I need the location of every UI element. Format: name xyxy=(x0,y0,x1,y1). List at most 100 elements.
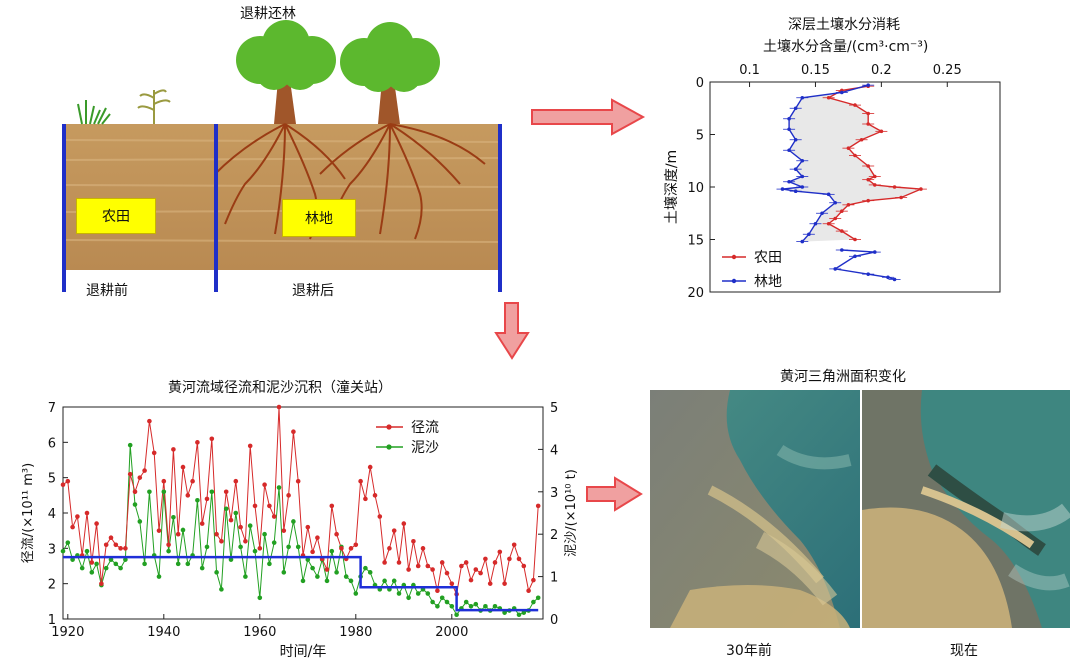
sediment-point xyxy=(406,595,411,601)
legend-marker xyxy=(731,278,737,284)
data-point xyxy=(826,95,831,100)
sediment-point xyxy=(382,578,387,584)
sediment-point xyxy=(535,595,541,601)
y2-axis-label: 泥沙/(×10¹⁰ t) xyxy=(564,469,579,557)
data-point xyxy=(899,195,903,200)
data-point xyxy=(892,185,897,189)
runoff-point xyxy=(420,546,426,551)
sediment-point xyxy=(60,548,66,554)
sediment-point xyxy=(521,610,527,615)
sediment-point xyxy=(108,557,114,562)
runoff-point xyxy=(151,450,157,456)
runoff-point xyxy=(444,570,450,576)
runoff-point xyxy=(99,581,104,586)
sediment-point xyxy=(267,561,272,567)
data-point xyxy=(787,127,791,132)
y-tick-label: 4 xyxy=(48,507,56,522)
sediment-point xyxy=(113,561,119,567)
roots xyxy=(214,123,486,240)
data-point xyxy=(800,158,805,163)
legend-marker xyxy=(386,424,392,430)
y-tick-label: 3 xyxy=(48,542,56,557)
data-point xyxy=(840,90,844,95)
y2-tick-label: 5 xyxy=(550,401,558,416)
runoff-point xyxy=(411,538,416,544)
data-point xyxy=(859,137,864,142)
sediment-point xyxy=(449,603,455,609)
y2-tick-label: 2 xyxy=(550,528,558,543)
data-point xyxy=(919,187,923,191)
runoff-point xyxy=(406,567,411,572)
plot-frame xyxy=(62,406,544,620)
delta-title: 黄河三角洲面积变化 xyxy=(780,369,906,385)
right-arrow-1 xyxy=(531,98,646,136)
y-tick-label: 15 xyxy=(687,234,704,249)
data-point xyxy=(780,187,785,191)
runoff-point xyxy=(391,528,397,533)
runoff-point xyxy=(295,478,301,484)
sediment-point xyxy=(315,574,320,579)
runoff-point xyxy=(487,581,493,586)
sediment-point xyxy=(324,578,330,584)
tree-icon xyxy=(236,20,336,90)
sediment-point xyxy=(233,510,239,516)
right-arrow-2 xyxy=(586,476,643,512)
forest-box: 林地 xyxy=(282,199,356,237)
runoff-point xyxy=(190,478,195,484)
runoff-point xyxy=(415,563,421,569)
runoff-point xyxy=(228,517,234,523)
runoff-point xyxy=(531,577,536,583)
runoff-point xyxy=(535,503,541,509)
data-point xyxy=(793,167,798,171)
legend-label: 泥沙 xyxy=(411,440,439,456)
series-line xyxy=(833,249,895,281)
runoff-point xyxy=(324,567,330,572)
data-point xyxy=(866,164,870,168)
sediment-point xyxy=(492,603,498,609)
sediment-line xyxy=(62,445,539,616)
runoff-point xyxy=(478,570,483,576)
runoff-point xyxy=(286,493,291,498)
sediment-point xyxy=(353,591,359,596)
runoff-point xyxy=(247,443,253,449)
data-point xyxy=(813,221,818,226)
runoff-point xyxy=(281,528,287,533)
sediment-point xyxy=(70,557,75,562)
runoff-point xyxy=(199,521,205,526)
y-tick-label: 20 xyxy=(687,286,704,301)
data-point xyxy=(793,189,798,193)
moisture-xlabel: 土壤水分含量/(cm³·cm⁻³) xyxy=(763,39,929,55)
sediment-point xyxy=(473,601,479,607)
sediment-point xyxy=(454,612,459,618)
data-point xyxy=(853,237,857,242)
sediment-point xyxy=(391,578,397,584)
data-point xyxy=(800,95,805,100)
sediment-point xyxy=(180,527,186,533)
runoff-point xyxy=(430,567,435,572)
x-tick-label: 1940 xyxy=(147,625,180,640)
tree-icon xyxy=(340,22,440,92)
sediment-point xyxy=(531,599,536,605)
y-tick-label: 7 xyxy=(48,401,56,416)
runoff-point xyxy=(166,542,171,548)
x-tick-label: 1960 xyxy=(243,625,276,640)
soil-block xyxy=(64,124,500,270)
runoff-point xyxy=(60,482,66,488)
runoff-point xyxy=(315,535,320,541)
runoff-point xyxy=(123,546,128,551)
step-line xyxy=(63,555,539,612)
runoff-point xyxy=(367,464,373,470)
runoff-point xyxy=(483,556,488,562)
data-point xyxy=(787,179,791,184)
delta-before-caption: 30年前 xyxy=(726,643,772,659)
data-point xyxy=(787,116,791,121)
runoff-point xyxy=(473,567,479,572)
runoff-point xyxy=(502,581,507,586)
sediment-point xyxy=(147,489,152,495)
sediment-point xyxy=(94,561,99,567)
runoff-point xyxy=(103,542,109,548)
sediment-point xyxy=(468,603,474,609)
data-point xyxy=(846,146,851,150)
data-point xyxy=(892,277,897,282)
y-tick-label: 5 xyxy=(696,129,704,144)
